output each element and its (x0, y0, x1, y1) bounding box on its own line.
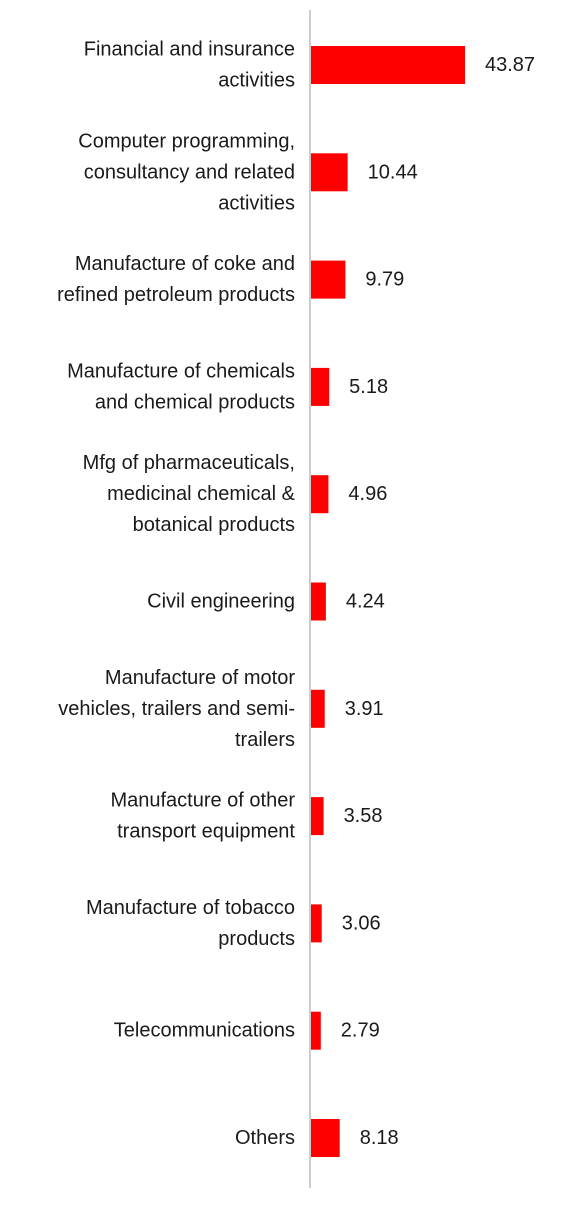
category-label-line: Manufacture of motor (105, 667, 295, 689)
category-label-8: Manufacture of tobacco products (86, 897, 295, 950)
category-label-9: Telecommunications (114, 1020, 295, 1042)
value-label-7: 3.58 (344, 805, 383, 827)
category-label-10: Others (235, 1127, 295, 1149)
bars-group (311, 46, 465, 1157)
category-label-line: vehicles, trailers and semi- (58, 698, 295, 720)
value-label-1: 10.44 (368, 161, 418, 183)
category-label-line: products (218, 928, 295, 950)
category-label-6: Manufacture of motor vehicles, trailers a… (58, 667, 295, 751)
category-label-3: Manufacture of chemicals and chemical pro… (67, 360, 295, 413)
category-label-line: Telecommunications (114, 1020, 295, 1042)
category-label-line: activities (218, 192, 295, 214)
category-label-7: Manufacture of other transport equipment (110, 790, 295, 843)
bar-10 (311, 1119, 340, 1157)
bar-7 (311, 797, 324, 836)
value-label-6: 3.91 (345, 698, 384, 720)
category-label-line: Financial and insurance (84, 39, 295, 61)
category-label-line: refined petroleum products (57, 284, 295, 306)
bar-2 (311, 260, 346, 299)
bar-3 (311, 367, 330, 406)
category-label-line: Manufacture of other (110, 790, 295, 812)
category-label-4: Mfg of pharmaceuticals, medicinal chemica… (83, 452, 296, 536)
category-label-2: Manufacture of coke and refined petroleum… (57, 253, 295, 306)
category-label-line: Civil engineering (147, 591, 295, 613)
category-label-line: Others (235, 1127, 295, 1149)
category-label-line: Manufacture of tobacco (86, 897, 295, 919)
category-label-line: medicinal chemical & (107, 483, 296, 505)
value-label-3: 5.18 (349, 376, 388, 398)
category-labels-group: Financial and insurance activitiesCompute… (57, 39, 296, 1150)
bar-8 (311, 904, 322, 943)
category-label-line: Manufacture of chemicals (67, 360, 295, 382)
bar-5 (311, 582, 326, 621)
bar-6 (311, 689, 325, 728)
category-label-line: trailers (235, 729, 295, 751)
value-label-0: 43.87 (485, 54, 535, 76)
value-label-5: 4.24 (346, 591, 385, 613)
value-label-10: 8.18 (360, 1127, 399, 1149)
category-label-line: Computer programming, (78, 130, 295, 152)
category-label-5: Civil engineering (147, 591, 295, 613)
bar-4 (311, 475, 329, 514)
value-label-2: 9.79 (365, 269, 404, 291)
category-label-line: and chemical products (95, 391, 295, 413)
category-label-0: Financial and insurance activities (84, 39, 295, 92)
category-label-line: activities (218, 70, 295, 92)
bar-9 (311, 1011, 321, 1050)
bar-0 (311, 46, 465, 84)
category-label-line: consultancy and related (84, 161, 295, 183)
category-label-line: Manufacture of coke and (75, 253, 295, 275)
category-label-line: transport equipment (117, 821, 295, 843)
category-label-line: Mfg of pharmaceuticals, (83, 452, 295, 474)
category-label-1: Computer programming, consultancy and rel… (78, 130, 295, 214)
category-label-line: botanical products (133, 514, 295, 536)
value-label-8: 3.06 (342, 912, 381, 934)
value-label-9: 2.79 (341, 1020, 380, 1042)
value-label-4: 4.96 (348, 483, 387, 505)
bar-1 (311, 153, 348, 192)
value-labels-group: 43.87 10.44 9.79 5.18 4.96 4.24 3.91 3.58 3.06 2.… (341, 54, 535, 1149)
